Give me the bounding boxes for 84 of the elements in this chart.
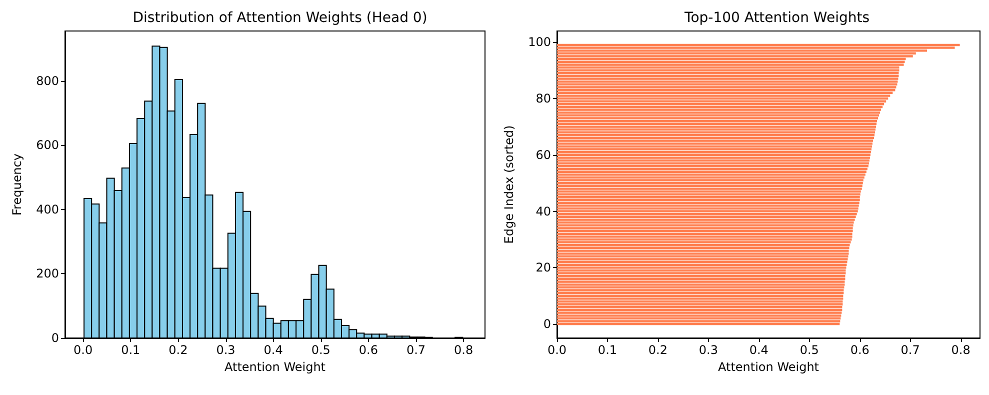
bar — [557, 298, 844, 300]
x-tick-label: 0.2 — [168, 343, 188, 357]
bar — [557, 131, 876, 134]
x-tick-label: 0.6 — [850, 343, 870, 357]
bar — [557, 218, 855, 221]
bar — [557, 142, 872, 145]
bar — [557, 165, 868, 168]
bar — [557, 126, 876, 128]
bar — [557, 232, 852, 235]
bar — [557, 72, 899, 74]
x-tick-label: 0.2 — [648, 343, 668, 357]
x-tick-label: 0.3 — [216, 343, 236, 357]
chart-title: Distribution of Attention Weights (Head 0) — [132, 10, 428, 26]
x-tick-label: 0.6 — [358, 343, 378, 357]
bar — [557, 69, 900, 72]
bar — [557, 64, 904, 66]
bar — [557, 258, 848, 260]
bar — [557, 78, 898, 80]
bar — [557, 289, 844, 292]
bar — [557, 86, 896, 88]
bar — [557, 100, 886, 102]
bar — [557, 148, 872, 150]
bar — [557, 94, 890, 97]
bar — [557, 60, 905, 63]
y-tick-label: 0 — [51, 331, 59, 345]
x-axis-title: Attention Weight — [718, 360, 820, 374]
y-tick-label: 0 — [543, 317, 551, 332]
bar — [557, 312, 842, 314]
x-tick-label: 0.0 — [547, 343, 567, 357]
y-tick-label: 40 — [536, 204, 551, 218]
bar — [557, 202, 860, 204]
bar — [557, 294, 844, 297]
bar — [557, 306, 842, 308]
x-tick-label: 0.5 — [311, 343, 330, 357]
bar — [557, 193, 860, 196]
bar — [557, 210, 858, 212]
bar — [557, 55, 913, 58]
bar — [557, 179, 864, 182]
bar — [557, 280, 845, 283]
bar — [557, 170, 866, 173]
y-tick-label: 400 — [36, 202, 59, 216]
bar — [557, 303, 843, 306]
chart-title: Top-100 Attention Weights — [684, 10, 870, 26]
bar — [557, 224, 854, 227]
bar — [557, 241, 851, 244]
x-tick-label: 0.5 — [800, 343, 819, 357]
bar — [557, 162, 869, 164]
y-tick-label: 600 — [36, 138, 59, 152]
bar — [557, 134, 874, 136]
bar — [557, 272, 846, 274]
bar — [557, 188, 862, 190]
bar — [557, 250, 849, 252]
y-tick-label: 80 — [536, 92, 551, 106]
y-tick-label: 20 — [536, 260, 551, 275]
x-axis-title: Attention Weight — [224, 360, 326, 374]
x-tick-label: 0.4 — [749, 343, 768, 357]
bar — [557, 174, 866, 176]
x-tick-label: 0.8 — [951, 343, 970, 357]
y-tick-label: 60 — [536, 148, 551, 162]
bar — [557, 156, 870, 159]
y-tick-label: 200 — [36, 266, 59, 281]
bar — [557, 196, 860, 198]
x-tick-label: 0.1 — [598, 343, 618, 357]
x-tick-label: 0.1 — [121, 343, 140, 357]
bar — [557, 264, 847, 266]
x-tick-label: 0.0 — [74, 343, 93, 357]
bar — [557, 266, 846, 269]
x-tick-label: 0.8 — [454, 343, 474, 357]
bar — [557, 140, 873, 142]
bar — [557, 320, 840, 322]
y-axis-title: Frequency — [10, 154, 24, 216]
x-tick-label: 0.3 — [698, 343, 718, 357]
bar — [557, 236, 852, 238]
x-tick-label: 0.4 — [264, 343, 283, 357]
bar — [557, 204, 859, 207]
y-tick-label: 100 — [528, 35, 551, 50]
bar — [557, 103, 884, 106]
y-axis-title: Edge Index (sorted) — [502, 125, 516, 244]
x-tick-label: 0.7 — [406, 343, 426, 357]
x-tick-label: 0.7 — [900, 343, 920, 357]
bar — [557, 227, 853, 230]
bar — [557, 117, 878, 120]
y-tick-label: 800 — [36, 74, 59, 88]
bar — [557, 108, 882, 111]
